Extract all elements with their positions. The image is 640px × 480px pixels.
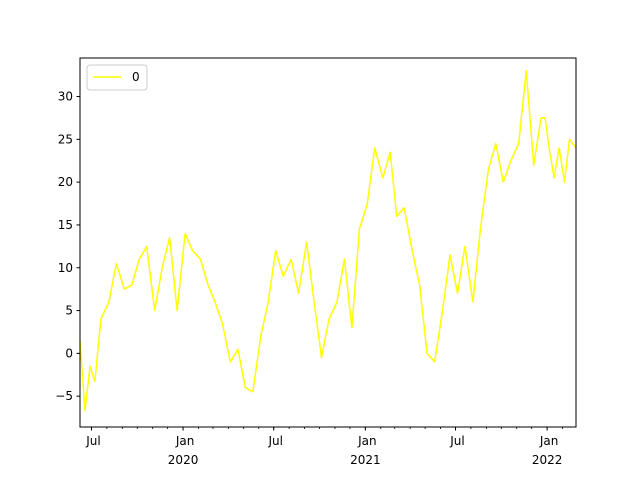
y-tick-label: 15 (58, 218, 73, 232)
legend-label: 0 (132, 70, 140, 84)
legend: 0 (86, 64, 148, 91)
x-tick-label: Jul (449, 434, 464, 448)
x-axis: Jul Jan 2020 Jul Jan 2021 Jul Jan 2022 (85, 427, 563, 467)
y-axis: −5 0 5 10 15 20 25 30 (55, 90, 80, 403)
series-line-0 (79, 70, 577, 412)
x-tick-label: Jan (357, 434, 377, 448)
y-tick-label: 0 (65, 346, 73, 360)
y-tick-label: 20 (58, 175, 73, 189)
x-tick-label: Jul (85, 434, 100, 448)
y-tick-label: 30 (58, 90, 73, 104)
y-tick-label: −5 (55, 389, 73, 403)
x-tick-year-label: 2021 (350, 453, 381, 467)
x-tick-label: Jul (267, 434, 282, 448)
plot-area (79, 70, 577, 412)
x-tick-year-label: 2022 (532, 453, 563, 467)
y-tick-label: 25 (58, 132, 73, 146)
x-tick-label: Jan (539, 434, 559, 448)
axes-frame (79, 57, 577, 428)
y-tick-label: 5 (65, 304, 73, 318)
x-tick-year-label: 2020 (168, 453, 199, 467)
y-tick-label: 10 (58, 261, 73, 275)
x-tick-label: Jan (175, 434, 195, 448)
